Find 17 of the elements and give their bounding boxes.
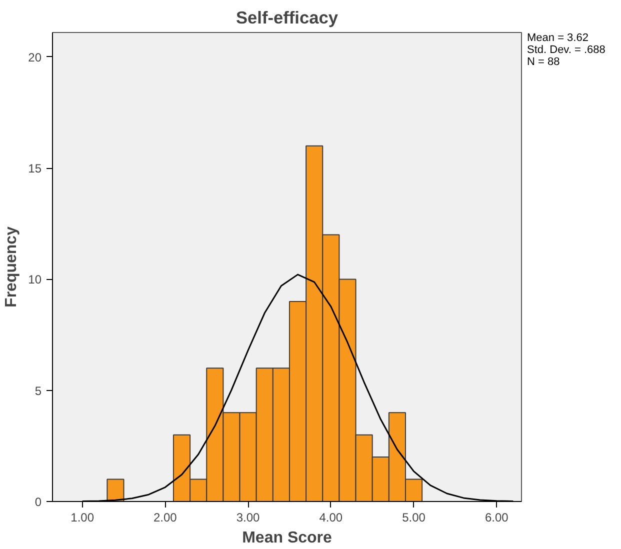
chart-title: Self-efficacy	[236, 8, 338, 28]
text: Mean = 3.62	[527, 32, 588, 44]
x-tick-label: 5.00	[402, 510, 426, 524]
y-tick-label: 15	[28, 162, 42, 176]
y-tick-label: 0	[34, 495, 42, 509]
x-tick-label: 2.00	[154, 510, 178, 524]
y-tick-label: 10	[28, 272, 42, 287]
x-axis-title: Mean Score	[242, 530, 332, 546]
y-tick-label: 5	[34, 384, 42, 398]
x-tick-label: 1.00	[70, 510, 94, 524]
text: Std. Dev. = .688	[527, 44, 606, 56]
x-tick-label: 3.00	[236, 510, 260, 524]
x-tick-label: 4.00	[319, 510, 343, 524]
text: N = 88	[527, 56, 560, 68]
y-tick-label: 20	[28, 50, 42, 64]
x-tick-label: 6.00	[484, 510, 509, 524]
y-axis-title: Frequency	[3, 226, 20, 308]
